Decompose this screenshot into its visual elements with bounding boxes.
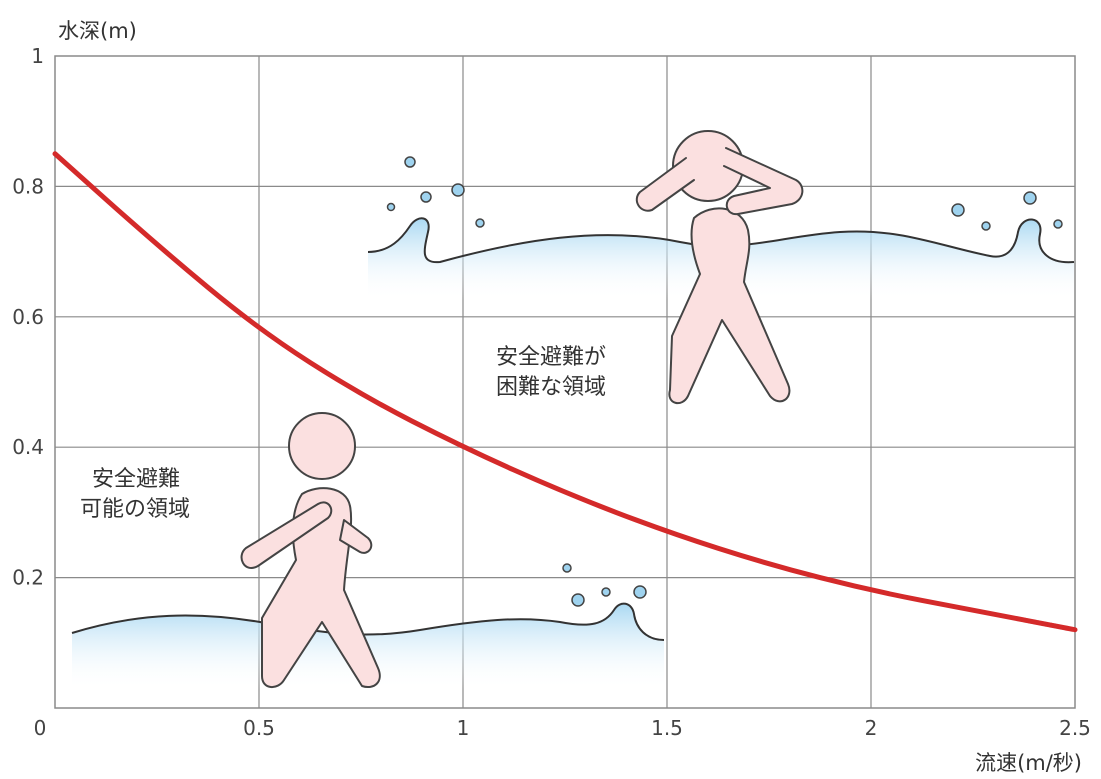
- x-tick-label: 2.5: [1059, 716, 1091, 740]
- y-tick-label: 0.2: [12, 566, 44, 590]
- difficult-region-label-line2: 困難な領域: [496, 375, 606, 400]
- y-tick-label: 0.6: [12, 305, 44, 329]
- x-tick-label: 0.5: [243, 716, 275, 740]
- y-tick-label: 1: [31, 44, 44, 68]
- x-axis-label: 流速(m/秒): [975, 751, 1082, 775]
- y-tick-label: 0.8: [12, 174, 44, 198]
- x-tick-label: 1: [457, 716, 470, 740]
- difficult-region-label-line1: 安全避難が: [496, 345, 606, 370]
- y-tick-label: 0.4: [12, 435, 44, 459]
- x-tick-label: 0: [34, 716, 47, 740]
- walking-person-icon: [240, 412, 381, 688]
- struggling-person-icon: [635, 130, 804, 405]
- safe-region-label-line1: 安全避難: [92, 467, 180, 492]
- safe-region-label-line2: 可能の領域: [80, 497, 190, 522]
- plot-frame: [54, 55, 1076, 709]
- gridlines: [55, 56, 1075, 708]
- x-tick-label: 2: [865, 716, 878, 740]
- limit-curve-line: [52, 151, 1078, 633]
- tick-layer: 0 0.5 1 1.5 2 2.5 0.2 0.4 0.6 0.8 1: [12, 44, 1091, 740]
- y-axis-label: 水深(m): [58, 19, 137, 43]
- safe-region-label: 安全避難 可能の領域: [80, 467, 190, 522]
- curve-layer: [52, 151, 1078, 633]
- x-tick-label: 1.5: [651, 716, 683, 740]
- difficult-region-label: 安全避難が 困難な領域: [496, 345, 613, 400]
